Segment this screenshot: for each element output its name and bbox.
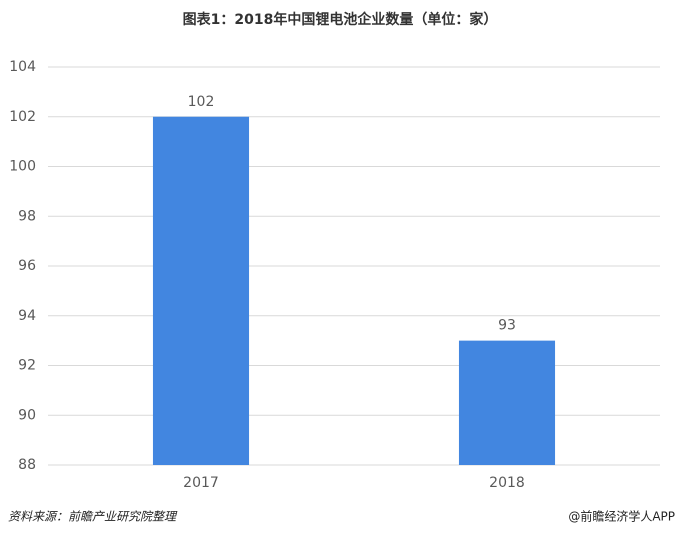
y-tick-label: 96: [18, 258, 36, 274]
x-tick-label: 2017: [183, 475, 219, 491]
source-note: 资料来源：前瞻产业研究院整理: [8, 510, 178, 524]
y-tick-label: 102: [9, 109, 36, 125]
y-tick-label: 88: [18, 457, 36, 473]
y-tick-label: 90: [18, 407, 36, 423]
y-tick-label: 100: [9, 159, 36, 175]
x-tick-label: 2018: [489, 475, 525, 491]
y-tick-label: 94: [18, 308, 36, 324]
bar: [458, 340, 556, 465]
bar: [152, 116, 250, 465]
credit-note: @前瞻经济学人APP: [568, 509, 675, 524]
chart-title: 图表1：2018年中国锂电池企业数量（单位：家）: [183, 11, 498, 28]
y-tick-label: 98: [18, 208, 36, 224]
y-tick-label: 92: [18, 358, 36, 374]
data-label: 93: [498, 318, 516, 334]
y-tick-label: 104: [9, 59, 36, 75]
data-label: 102: [188, 94, 215, 110]
